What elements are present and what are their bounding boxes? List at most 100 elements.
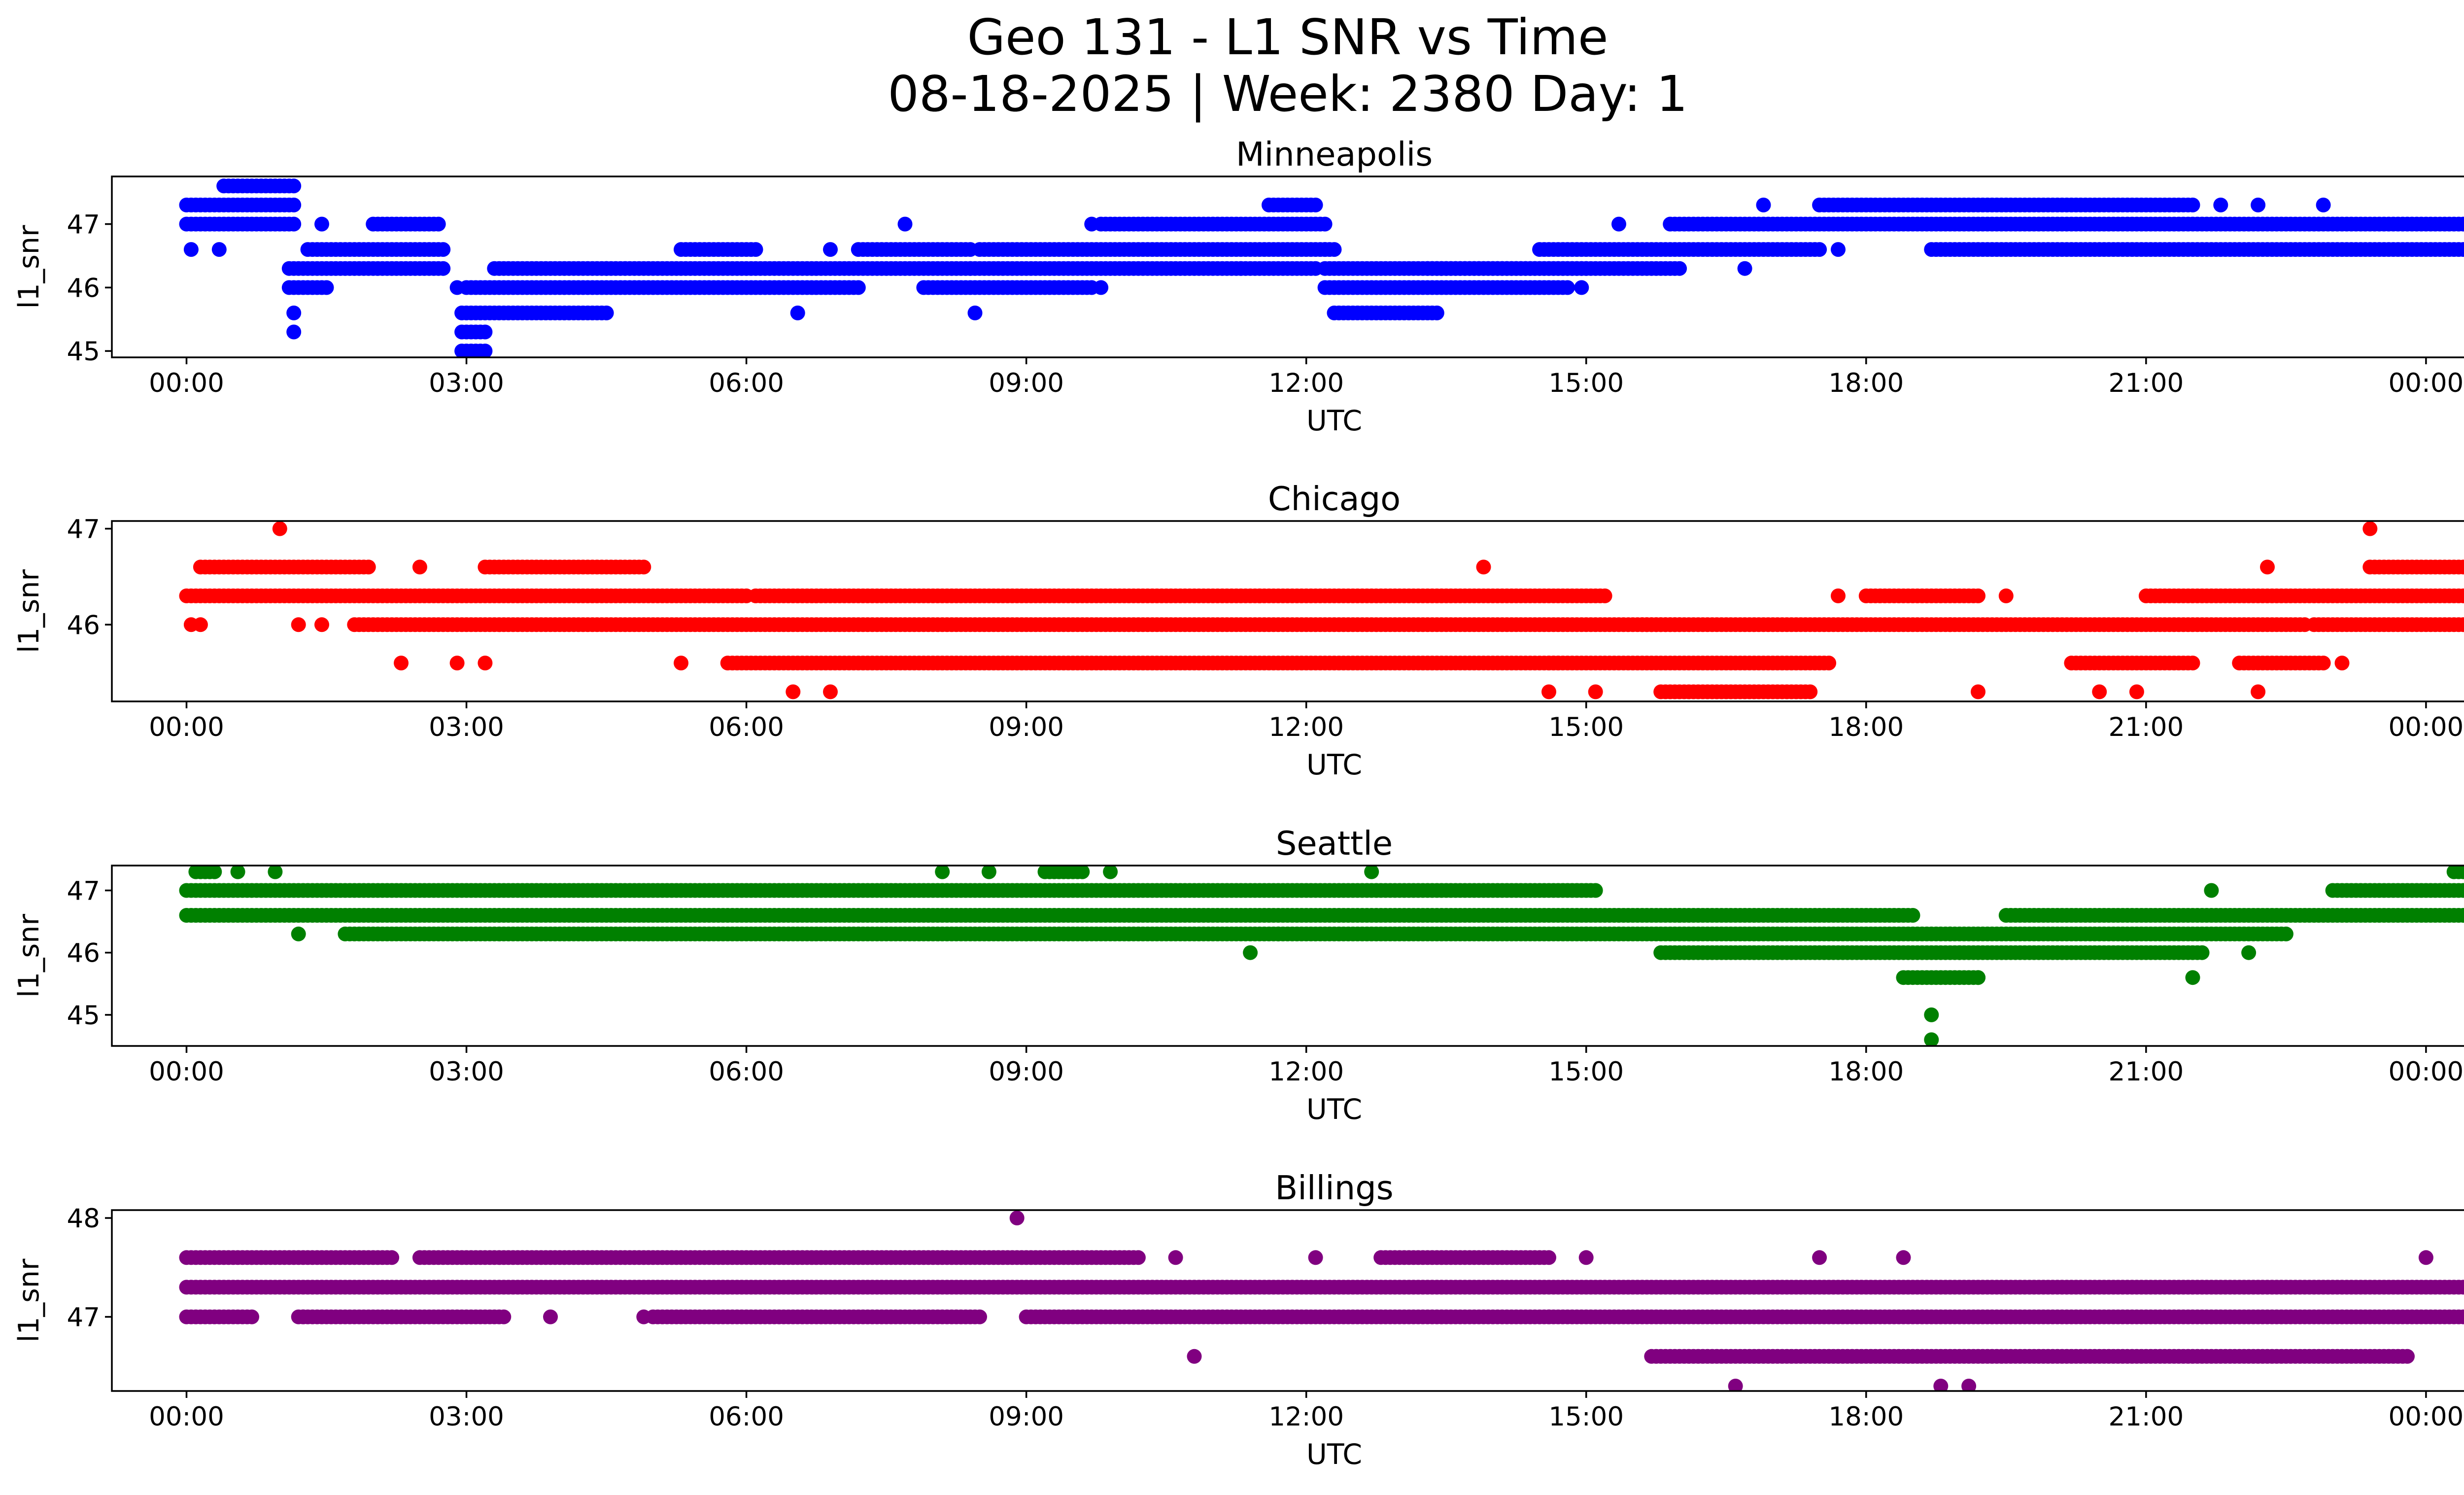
billings-point <box>244 1309 259 1324</box>
seattle-chart-title: Seattle <box>1276 824 1393 863</box>
chicago-x-tick-label: 00:00 <box>2389 712 2464 742</box>
seattle-point <box>1588 883 1603 898</box>
minneapolis-x-tick-label: 15:00 <box>1548 368 1624 398</box>
chicago-point <box>2316 656 2331 671</box>
minneapolis-point <box>1737 261 1752 276</box>
seattle-point <box>230 866 245 879</box>
chicago-point <box>193 617 208 632</box>
seattle-point <box>291 926 306 941</box>
chicago-point <box>361 559 376 575</box>
minneapolis-point <box>436 261 451 276</box>
seattle-point <box>1243 945 1258 960</box>
chicago-x-tick-label: 12:00 <box>1268 712 1344 742</box>
minneapolis-y-tick-label: 46 <box>67 273 100 303</box>
minneapolis-y-tick-label: 45 <box>67 337 100 367</box>
chicago-point <box>2461 560 2464 574</box>
minneapolis-point <box>478 324 493 340</box>
minneapolis-x-tick-label: 06:00 <box>709 368 784 398</box>
minneapolis-point <box>1611 216 1626 232</box>
chicago-y-tick-label: 46 <box>67 610 100 640</box>
minneapolis-point <box>286 178 302 194</box>
seattle-x-tick-label: 15:00 <box>1548 1057 1624 1087</box>
chicago-x-tick-label: 21:00 <box>2108 712 2184 742</box>
minneapolis-point <box>599 305 614 320</box>
seattle-x-tick-label: 18:00 <box>1828 1057 1904 1087</box>
minneapolis-point <box>2251 197 2266 212</box>
seattle-point <box>1103 866 1118 879</box>
seattle-x-tick-label: 03:00 <box>429 1057 504 1087</box>
seattle-y-axis-label: l1_snr <box>13 914 45 998</box>
minneapolis-point <box>286 197 302 212</box>
figure-title-line1: Geo 131 - L1 SNR vs Time <box>967 8 1608 66</box>
chicago-data-points <box>179 521 2464 699</box>
minneapolis-point <box>319 280 334 295</box>
seattle-point <box>1905 908 1920 923</box>
minneapolis-x-tick-label: 00:00 <box>149 368 224 398</box>
seattle-point <box>2461 909 2464 922</box>
minneapolis-point <box>183 242 199 257</box>
seattle-point <box>207 866 222 879</box>
chicago-point <box>2185 656 2200 671</box>
seattle-y-tick-label: 45 <box>67 1001 100 1031</box>
minneapolis-chart-title: Minneapolis <box>1236 135 1433 174</box>
seattle-x-tick-label: 09:00 <box>989 1057 1064 1087</box>
minneapolis-point <box>1756 197 1771 212</box>
minneapolis-plot-frame <box>111 175 2464 358</box>
minneapolis-point <box>2461 243 2464 256</box>
minneapolis-point <box>1574 280 1589 295</box>
seattle-x-tick-label: 21:00 <box>2108 1057 2184 1087</box>
minneapolis-point <box>897 216 913 232</box>
chicago-x-axis-label: UTC <box>1306 749 1362 781</box>
chart-panels: Minneapolis 00:00 03:00 06:00 09:00 12:00 15:0… <box>13 135 2464 1471</box>
minneapolis-x-axis-label: UTC <box>1306 405 1362 437</box>
minneapolis-x-tick-label: 12:00 <box>1268 368 1344 398</box>
minneapolis-point <box>1831 242 1846 257</box>
chicago-point <box>823 684 838 699</box>
minneapolis-point <box>790 305 805 320</box>
chicago-point <box>1971 588 1985 603</box>
seattle-y-tick-label: 46 <box>67 939 100 969</box>
chicago-point <box>478 656 493 671</box>
seattle-point <box>2241 945 2257 960</box>
chicago-chart-title: Chicago <box>1268 480 1401 518</box>
billings-data-points <box>179 1211 2464 1391</box>
seattle-point <box>1075 866 1090 879</box>
minneapolis-point <box>967 305 983 320</box>
minneapolis-point <box>431 216 446 232</box>
chicago-point <box>1476 559 1491 575</box>
seattle-x-axis-label: UTC <box>1306 1093 1362 1126</box>
chicago-point <box>1998 588 2014 603</box>
minneapolis-point <box>286 216 302 232</box>
chicago-x-tick-label: 00:00 <box>149 712 224 742</box>
seattle-point <box>1019 926 1034 941</box>
billings-point <box>496 1309 512 1324</box>
chicago-point <box>291 617 306 632</box>
seattle-x-tick-label: 00:00 <box>2389 1057 2464 1087</box>
chicago-point <box>1803 684 1818 699</box>
chicago-point <box>2461 618 2464 631</box>
chicago-plot-frame <box>111 520 2464 702</box>
chicago-point <box>636 559 651 575</box>
minneapolis-point <box>1429 305 1444 320</box>
chicago-point <box>1588 684 1603 699</box>
seattle-point <box>268 866 283 879</box>
seattle-point <box>1364 866 1379 879</box>
seattle-plot-frame <box>111 865 2464 1047</box>
seattle-point <box>2278 926 2293 941</box>
seattle-point <box>981 866 996 879</box>
minneapolis-point <box>286 324 302 340</box>
seattle-data-points <box>179 866 2464 1046</box>
figure-title-line2: 08-18-2025 | Week: 2380 Day: 1 <box>888 65 1687 123</box>
minneapolis-point <box>1233 261 1249 276</box>
chicago-point <box>449 656 465 671</box>
chicago-point <box>1831 588 1846 603</box>
minneapolis-x-tick-label: 09:00 <box>989 368 1064 398</box>
minneapolis-point <box>1094 280 1109 295</box>
seattle-point <box>1924 1007 1939 1022</box>
minneapolis-point <box>2316 197 2331 212</box>
chicago-point <box>394 656 409 671</box>
minneapolis-point <box>478 344 493 357</box>
